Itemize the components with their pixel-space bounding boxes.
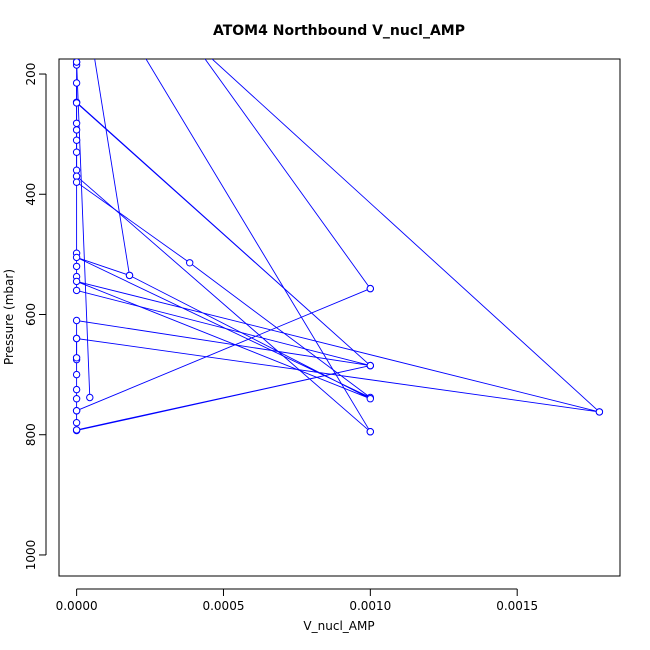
data-point [72, 419, 81, 427]
y-axis: 200 400 600 800 1000 [24, 63, 47, 571]
data-point [72, 166, 81, 174]
data-point [86, 393, 94, 402]
data-point [72, 178, 81, 186]
data-point [72, 148, 81, 156]
x-tick-label: 0.0000 [56, 599, 98, 613]
x-tick-label: 0.0005 [202, 599, 244, 613]
plot-frame [58, 58, 621, 577]
plot-area [72, 59, 604, 436]
data-point [72, 407, 81, 415]
data-point [72, 262, 81, 271]
data-point [72, 426, 81, 434]
data-point [72, 395, 81, 403]
data-point [366, 395, 374, 403]
data-point [72, 119, 81, 128]
data-point [72, 253, 81, 262]
x-tick-label: 0.0010 [349, 599, 391, 613]
data-point [72, 277, 81, 286]
data-point [72, 316, 81, 325]
data-point [72, 286, 81, 295]
x-axis: 0.0000 0.0005 0.0010 0.0015 [56, 588, 538, 613]
y-tick-label: 400 [24, 183, 38, 206]
x-axis-label: V_nucl_AMP [303, 619, 374, 633]
y-tick-label: 800 [24, 423, 38, 446]
data-point [72, 126, 81, 134]
y-tick-label: 1000 [24, 540, 38, 571]
series-7-line [211, 59, 600, 413]
data-point [366, 428, 374, 436]
data-point [72, 136, 81, 144]
y-tick-label: 200 [24, 63, 38, 86]
data-point [72, 172, 81, 180]
data-point [366, 284, 374, 293]
series-5-line [145, 59, 371, 432]
chart-title: ATOM4 Northbound V_nucl_AMP [213, 23, 465, 39]
data-point [72, 59, 81, 66]
x-tick-label: 0.0015 [496, 599, 538, 613]
data-point [72, 99, 81, 107]
series-2-line [76, 83, 600, 413]
data-point [72, 385, 81, 394]
data-point [72, 334, 81, 343]
data-point [125, 271, 134, 280]
data-point [72, 79, 81, 87]
y-tick-label: 600 [24, 303, 38, 326]
data-point [595, 408, 604, 416]
y-axis-label: Pressure (mbar) [2, 269, 16, 365]
series-6-line [204, 59, 371, 289]
data-point [366, 361, 374, 370]
series-4-line [94, 59, 130, 276]
data-point [186, 259, 194, 267]
data-point [72, 354, 81, 362]
data-point [72, 370, 81, 379]
